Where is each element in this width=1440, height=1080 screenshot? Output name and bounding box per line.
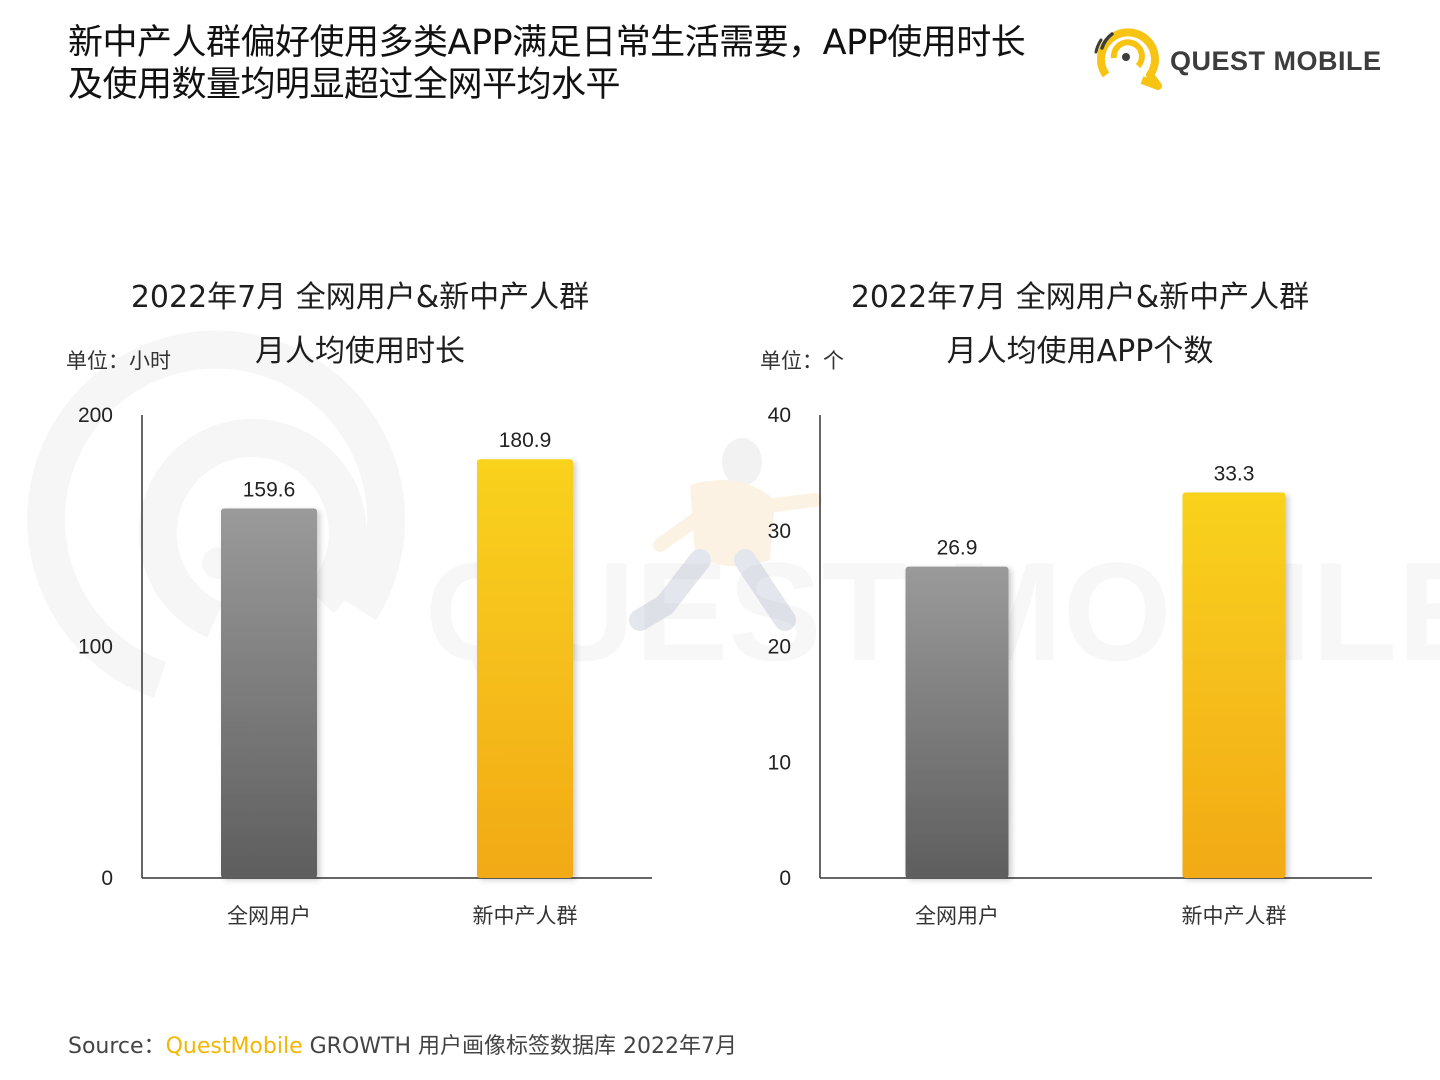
chart-2-bar-1: [905, 566, 1009, 878]
quest-mobile-logo-icon: [1094, 28, 1162, 90]
chart-1-category-label-2: 新中产人群: [473, 904, 578, 928]
headline: 新中产人群偏好使用多类APP满足日常生活需要，APP使用时长 及使用数量均明显超…: [68, 22, 1078, 106]
headline-line-1: 新中产人群偏好使用多类APP满足日常生活需要，APP使用时长: [68, 23, 1026, 63]
chart-2-y-tick-label: 20: [768, 636, 791, 659]
chart-2-unit: 单位：个: [760, 349, 844, 373]
chart-2-bar-2: [1182, 492, 1286, 878]
chart-1-y-tick-label: 0: [101, 867, 113, 890]
chart-2-y-tick-label: 30: [768, 520, 791, 543]
chart-1-data-label-2: 180.9: [499, 429, 552, 452]
chart-2-y-tick-label: 40: [768, 404, 791, 427]
chart-1-bar-1: [221, 508, 317, 878]
chart-1-y-tick-label: 200: [78, 404, 113, 427]
chart-2-title-line-2: 月人均使用APP个数: [946, 334, 1214, 369]
brand-logo-block: QUEST MOBILE: [1088, 20, 1388, 92]
chart-1-subtitle: 月人均使用时长: [200, 326, 520, 378]
brand-name: QUEST MOBILE: [1170, 46, 1382, 76]
chart-1-data-label-1: 159.6: [243, 479, 296, 502]
chart-2-y-tick-label: 10: [768, 751, 791, 774]
source-brand: QuestMobile: [165, 1034, 303, 1059]
chart-2-category-label-2: 新中产人群: [1182, 904, 1287, 928]
chart-1-category-label-1: 全网用户: [227, 904, 311, 928]
source-suffix: GROWTH 用户画像标签数据库 2022年7月: [302, 1034, 737, 1059]
chart-2-title-line-1: 2022年7月 全网用户&新中产人群: [850, 280, 1310, 315]
chart-1-title-line-1: 2022年7月 全网用户&新中产人群: [130, 280, 590, 315]
chart-2-subtitle: 月人均使用APP个数: [900, 326, 1260, 378]
chart-2-data-label-1: 26.9: [937, 537, 978, 560]
chart-1-title: 2022年7月 全网用户&新中产人群: [100, 272, 620, 324]
chart-1-unit: 单位：小时: [66, 349, 171, 373]
chart-1-bar-2: [477, 459, 573, 878]
chart-1-y-tick-label: 100: [78, 636, 113, 659]
chart-2-data-label-2: 33.3: [1214, 463, 1255, 486]
chart-1-title-line-2: 月人均使用时长: [255, 334, 465, 369]
source-note: Source：QuestMobile GROWTH 用户画像标签数据库 2022…: [68, 1028, 737, 1060]
chart-2-title: 2022年7月 全网用户&新中产人群: [820, 272, 1340, 324]
chart-2-y-tick-label: 0: [779, 867, 791, 890]
chart-2-category-label-1: 全网用户: [915, 904, 999, 928]
headline-line-2: 及使用数量均明显超过全网平均水平: [68, 65, 621, 105]
source-prefix: Source：: [68, 1034, 166, 1059]
